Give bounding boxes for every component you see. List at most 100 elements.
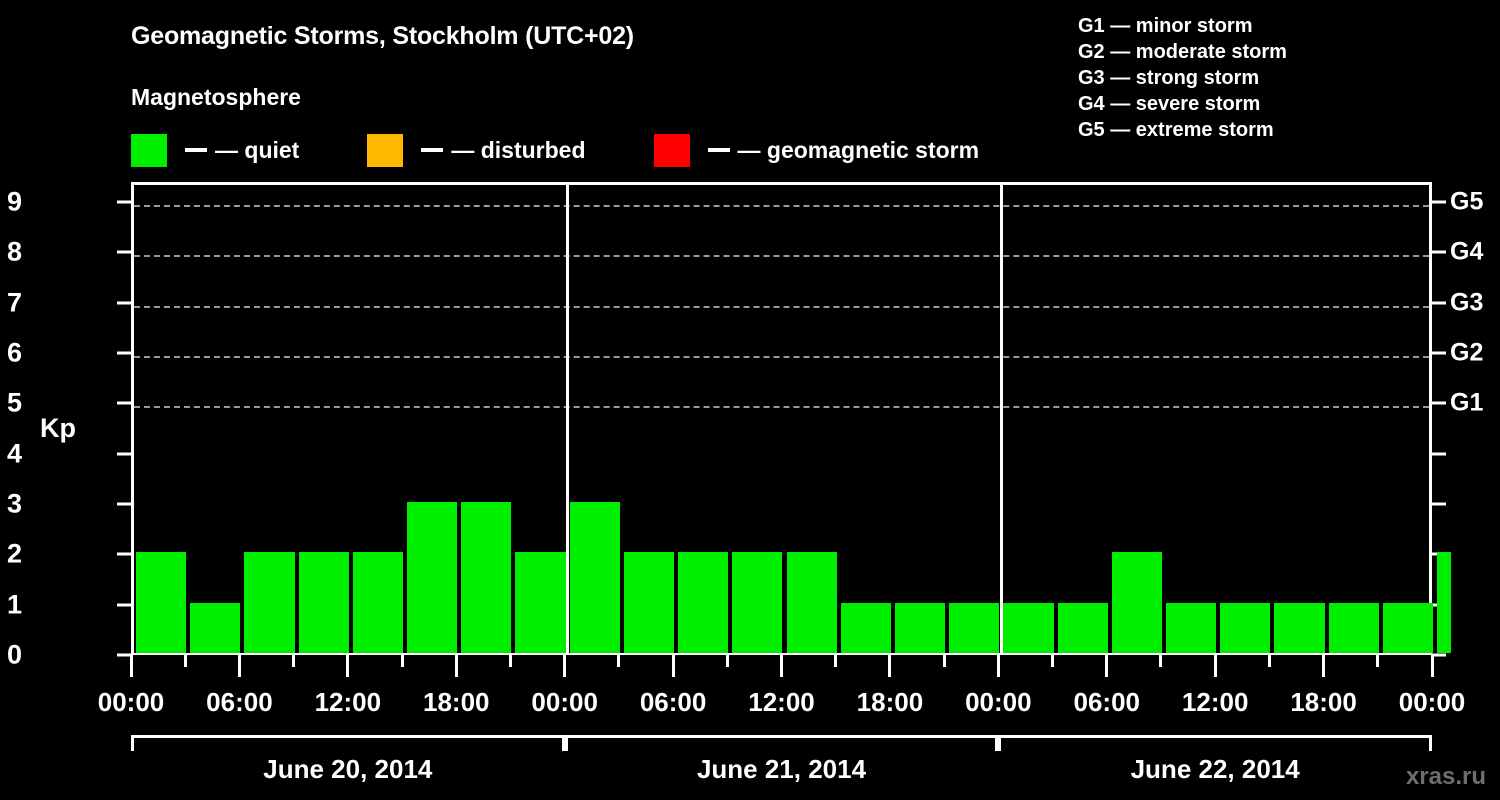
legend-entry-quiet: — quiet: [131, 133, 300, 167]
y-tick-mark-4: [117, 452, 131, 456]
y-tick-mark-6: [117, 351, 131, 355]
page-title: Geomagnetic Storms, Stockholm (UTC+02): [131, 22, 634, 50]
bar: [949, 602, 1000, 653]
x-tick-major-h48: [996, 655, 1000, 677]
legend-label-quiet: — quiet: [215, 136, 300, 163]
bar: [1111, 552, 1162, 653]
legend-swatch-quiet: [131, 133, 167, 167]
y-tick-label-7: 7: [6, 287, 22, 318]
x-tick-major-h60: [1213, 655, 1217, 677]
x-tick-label-11: 18:00: [1290, 687, 1357, 717]
x-tick-major-h18: [454, 655, 458, 677]
bar: [1165, 602, 1217, 653]
x-tick-label-12: 00:00: [1398, 687, 1466, 717]
legend-label-disturbed: — disturbed: [451, 136, 586, 163]
x-tick-major-h6: [237, 655, 241, 677]
y-tick-label-8: 8: [6, 236, 22, 267]
y-tick-label-4: 4: [6, 438, 22, 469]
legend-label-storm: — geomagnetic storm: [737, 136, 980, 163]
right-tick-mark-6: [1432, 351, 1446, 355]
x-tick-minor-h3: [183, 655, 187, 667]
right-tick-mark-8: [1432, 250, 1446, 254]
x-tick-label-8: 00:00: [965, 687, 1032, 717]
g-axis-label-G4: G4: [1450, 237, 1484, 266]
date-label-2: June 22, 2014: [1130, 754, 1300, 784]
y-tick-mark-2: [117, 552, 131, 556]
x-tick-major-h72: [1430, 655, 1434, 677]
gridline-kp-6: [134, 356, 1429, 359]
date-label-1: June 21, 2014: [696, 754, 867, 784]
bar: [1437, 552, 1452, 653]
x-tick-label-4: 00:00: [531, 687, 598, 717]
bar: [1274, 602, 1325, 653]
bar: [1057, 602, 1108, 653]
y-tick-mark-8: [117, 250, 131, 254]
x-tick-minor-h15: [400, 655, 404, 667]
x-tick-label-1: 06:00: [206, 687, 273, 717]
legend-entry-disturbed: — disturbed: [367, 133, 586, 167]
watermark: xras.ru: [1405, 763, 1486, 790]
bar: [136, 552, 187, 653]
x-tick-minor-h39: [834, 655, 838, 667]
right-tick-mark-0: [1432, 653, 1446, 657]
y-tick-label-9: 9: [6, 186, 22, 217]
bar: [732, 552, 783, 653]
bar: [352, 552, 404, 653]
gridline-kp-8: [134, 255, 1429, 258]
legend-dash-icon: [421, 148, 444, 152]
y-axis-title: Kp: [40, 413, 76, 443]
g-scale-row-2: G2 — moderate storm: [1078, 41, 1287, 63]
g-scale-row-5: G5 — extreme storm: [1078, 119, 1274, 141]
legend-entry-storm: — geomagnetic storm: [653, 133, 980, 167]
y-tick-label-3: 3: [6, 488, 22, 519]
bar: [1382, 602, 1433, 653]
x-tick-minor-h69: [1376, 655, 1380, 667]
x-tick-major-h54: [1105, 655, 1109, 677]
g-scale-row-4: G4 — severe storm: [1078, 93, 1261, 115]
legend-swatch-disturbed: [367, 133, 404, 167]
y-tick-label-5: 5: [6, 387, 22, 418]
right-tick-mark-7: [1432, 301, 1446, 305]
gridline-kp-9: [134, 205, 1429, 208]
y-tick-mark-3: [117, 502, 131, 506]
y-tick-mark-1: [117, 603, 131, 607]
magnetosphere-legend: — quiet — disturbed — geomagnetic storm: [131, 132, 979, 168]
y-tick-label-0: 0: [6, 639, 22, 670]
day-separator: [999, 185, 1003, 653]
x-tick-minor-h27: [617, 655, 621, 667]
y-tick-label-1: 1: [6, 589, 22, 620]
date-label-0: June 20, 2014: [263, 754, 433, 784]
legend-dash-icon: [707, 148, 730, 152]
x-tick-major-h24: [563, 655, 567, 677]
day-separator: [566, 185, 570, 653]
x-tick-label-6: 12:00: [748, 687, 815, 717]
date-bracket-2: [998, 735, 1432, 751]
bar: [569, 502, 620, 653]
plot-area: [131, 182, 1452, 655]
x-tick-major-h66: [1322, 655, 1326, 677]
x-tick-minor-h51: [1051, 655, 1055, 667]
x-tick-major-h36: [780, 655, 783, 677]
bar: [1003, 602, 1054, 653]
bar: [515, 552, 566, 653]
x-tick-minor-h63: [1267, 655, 1271, 667]
x-tick-label-3: 18:00: [423, 687, 490, 717]
bar: [840, 602, 891, 653]
g-scale-row-3: G3 — strong storm: [1078, 67, 1260, 89]
x-tick-label-5: 06:00: [639, 687, 707, 717]
bar: [894, 602, 946, 653]
g-scale-legend: G1 — minor storm G2 — moderate storm G3 — …: [1078, 13, 1287, 143]
legend-dash-icon: [185, 148, 207, 152]
x-tick-major-h0: [129, 655, 133, 677]
g-axis-label-G1: G1: [1450, 388, 1484, 417]
x-tick-minor-h21: [508, 655, 512, 667]
bar: [407, 502, 458, 653]
bar: [461, 502, 512, 653]
bar: [190, 602, 241, 653]
y-tick-mark-9: [117, 200, 131, 204]
x-tick-label-2: 12:00: [314, 687, 382, 717]
gridline-kp-7: [134, 305, 1429, 308]
g-scale-row-1: G1 — minor storm: [1078, 15, 1253, 37]
legend-swatch-storm: [653, 133, 690, 167]
